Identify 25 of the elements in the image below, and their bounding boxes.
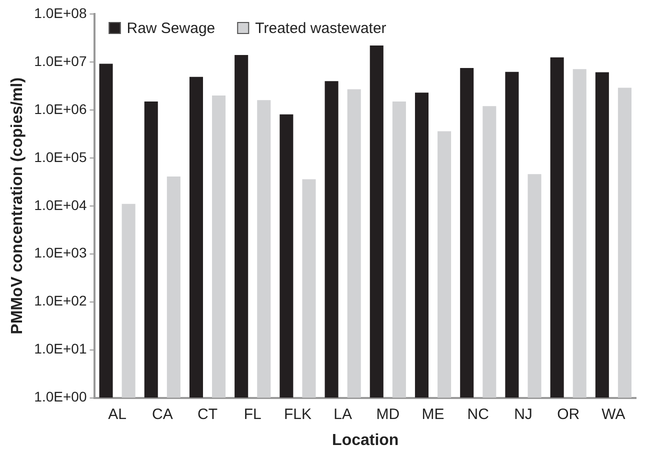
x-tick-label: CA: [152, 406, 173, 423]
x-tick-label: CT: [198, 406, 218, 423]
y-tick-label: 1.0E+06: [34, 100, 87, 117]
x-tick-label: FL: [244, 406, 262, 423]
y-tick-label: 1.0E+08: [34, 4, 87, 21]
y-tick-label: 1.0E+03: [34, 244, 87, 261]
x-tick-label: LA: [334, 406, 352, 423]
y-tick-label: 1.0E+05: [34, 148, 87, 165]
y-tick-label: 1.0E+04: [34, 196, 87, 213]
y-tick-label: 1.0E+02: [34, 292, 87, 309]
y-tick-label: 1.0E+07: [34, 52, 87, 69]
x-tick-label: AL: [108, 406, 126, 423]
x-axis-title: Location: [332, 432, 399, 449]
legend-label: Treated wastewater: [255, 20, 386, 38]
y-axis-title: PMMoV concentration (copies/ml): [9, 77, 26, 334]
x-tick-label: ME: [422, 406, 444, 423]
x-tick-label: NJ: [514, 406, 532, 423]
x-tick-label: FLK: [284, 406, 312, 423]
x-tick-label: NC: [467, 406, 490, 423]
y-tick-label: 1.0E+01: [34, 340, 87, 357]
x-tick-label: MD: [376, 406, 400, 423]
x-tick-label: WA: [602, 406, 626, 423]
y-tick-label: 1.0E+00: [34, 388, 87, 405]
x-tick-label: OR: [557, 406, 580, 423]
legend-label: Raw Sewage: [126, 20, 216, 38]
